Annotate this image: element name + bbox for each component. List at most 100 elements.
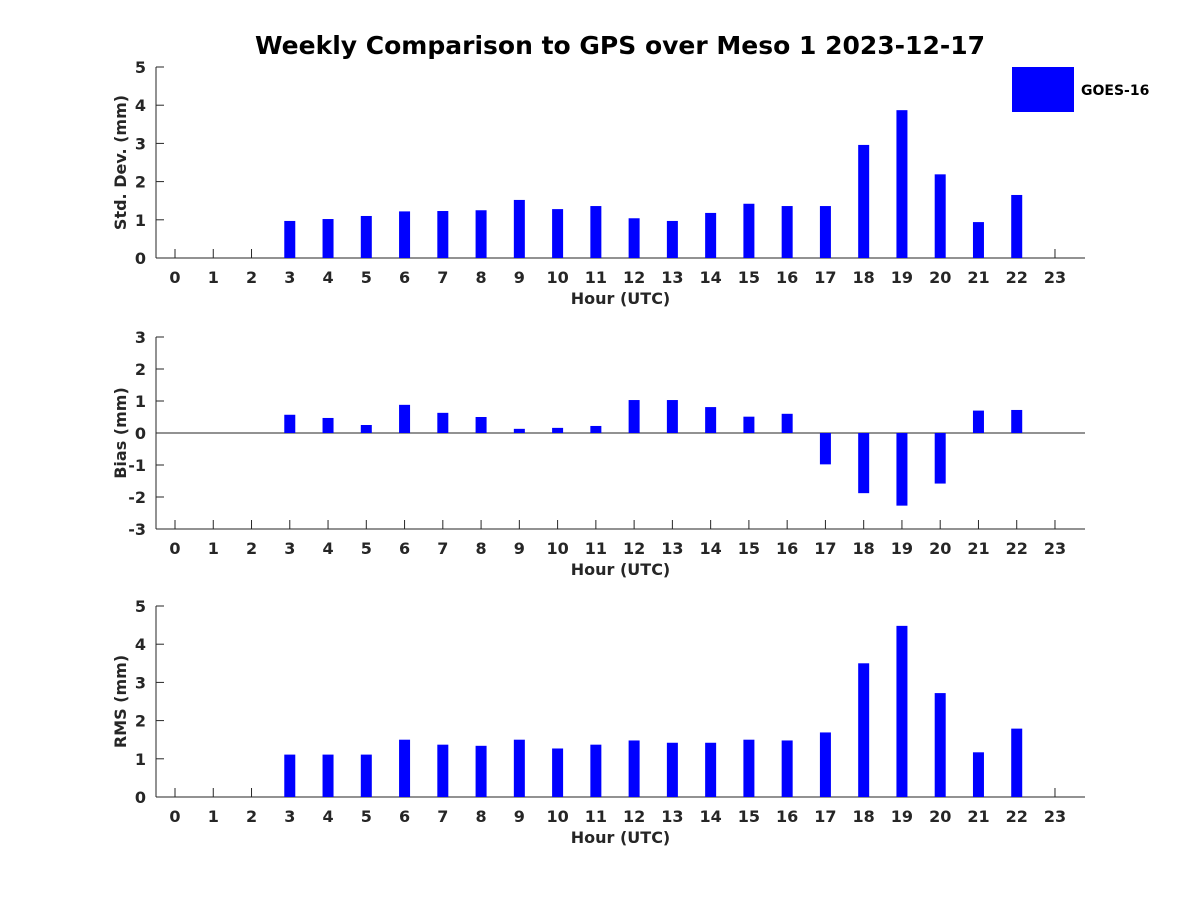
stddev-bar-hour-7 — [437, 211, 449, 258]
bias-bar-hour-21 — [972, 410, 984, 433]
rms-xtick-label: 12 — [623, 807, 645, 826]
rms-xtick-label: 15 — [738, 807, 760, 826]
stddev-xtick-label: 4 — [322, 268, 333, 287]
bias-xtick-label: 22 — [1006, 539, 1028, 558]
stddev-x-axis-label: Hour (UTC) — [571, 289, 671, 308]
stddev-bar-hour-10 — [552, 209, 564, 258]
bias-bar-hour-16 — [781, 413, 793, 433]
rms-bar-hour-9 — [513, 739, 525, 797]
bias-xtick-label: 17 — [814, 539, 836, 558]
stddev-xtick-label: 20 — [929, 268, 951, 287]
stddev-xtick-label: 6 — [399, 268, 410, 287]
bias-bar-hour-18 — [858, 433, 870, 494]
bias-bar-hour-19 — [896, 433, 908, 506]
stddev-xtick-label: 3 — [284, 268, 295, 287]
rms-bar-hour-13 — [666, 742, 678, 797]
bias-xtick-label: 11 — [585, 539, 607, 558]
stddev-bar-hour-13 — [666, 220, 678, 258]
bias-xtick-label: 10 — [546, 539, 568, 558]
bias-ytick-label: -1 — [128, 456, 146, 475]
bias-xtick-label: 5 — [361, 539, 372, 558]
bias-bar-hour-17 — [819, 433, 831, 465]
rms-bar-hour-20 — [934, 693, 946, 797]
bias-xtick-label: 15 — [738, 539, 760, 558]
stddev-bar-hour-15 — [743, 203, 755, 258]
stddev-xtick-label: 19 — [891, 268, 913, 287]
stddev-xtick-label: 21 — [967, 268, 989, 287]
stddev-xtick-label: 0 — [169, 268, 180, 287]
bias-xtick-label: 23 — [1044, 539, 1066, 558]
rms-bar-hour-10 — [552, 748, 564, 797]
stddev-bar-hour-11 — [590, 206, 602, 258]
rms-bar-hour-17 — [819, 732, 831, 797]
stddev-bar-hour-8 — [475, 210, 487, 258]
rms-bar-hour-5 — [360, 754, 372, 797]
stddev-ytick-label: 2 — [135, 173, 146, 192]
stddev-bar-hour-9 — [513, 199, 525, 258]
rms-bar-hour-15 — [743, 739, 755, 797]
stddev-xtick-label: 1 — [208, 268, 219, 287]
bias-bar-hour-10 — [552, 427, 564, 433]
bias-ytick-label: 0 — [135, 424, 146, 443]
stddev-xtick-label: 12 — [623, 268, 645, 287]
rms-xtick-label: 17 — [814, 807, 836, 826]
stddev-ytick-label: 3 — [135, 134, 146, 153]
legend-label-goes16: GOES-16 — [1081, 83, 1149, 99]
stddev-xtick-label: 16 — [776, 268, 798, 287]
bias-x-axis-label: Hour (UTC) — [571, 560, 671, 579]
rms-xtick-label: 6 — [399, 807, 410, 826]
stddev-xtick-label: 15 — [738, 268, 760, 287]
rms-xtick-label: 11 — [585, 807, 607, 826]
bias-bar-hour-20 — [934, 433, 946, 484]
stddev-bar-hour-19 — [896, 110, 908, 258]
bias-xtick-label: 19 — [891, 539, 913, 558]
stddev-xtick-label: 2 — [246, 268, 257, 287]
rms-bar-hour-3 — [284, 754, 296, 797]
stddev-bar-hour-14 — [705, 212, 717, 258]
rms-xtick-label: 1 — [208, 807, 219, 826]
bias-xtick-label: 2 — [246, 539, 257, 558]
bias-ytick-label: -2 — [128, 488, 146, 507]
rms-xtick-label: 19 — [891, 807, 913, 826]
bias-xtick-label: 7 — [437, 539, 448, 558]
stddev-xtick-label: 14 — [700, 268, 722, 287]
stddev-y-axis-label: Std. Dev. (mm) — [111, 95, 130, 230]
rms-xtick-label: 21 — [967, 807, 989, 826]
rms-bar-hour-6 — [399, 739, 411, 797]
stddev-xtick-label: 23 — [1044, 268, 1066, 287]
stddev-xtick-label: 17 — [814, 268, 836, 287]
stddev-xtick-label: 9 — [514, 268, 525, 287]
stddev-ytick-label: 5 — [135, 58, 146, 77]
rms-xtick-label: 13 — [661, 807, 683, 826]
bias-bar-hour-13 — [666, 400, 678, 433]
bias-ytick-label: 2 — [135, 360, 146, 379]
bias-xtick-label: 16 — [776, 539, 798, 558]
rms-bar-hour-21 — [972, 752, 984, 797]
rms-xtick-label: 9 — [514, 807, 525, 826]
bias-xtick-label: 18 — [853, 539, 875, 558]
rms-xtick-label: 14 — [700, 807, 722, 826]
bias-xtick-label: 4 — [322, 539, 333, 558]
bias-bar-hour-8 — [475, 417, 487, 433]
bias-bar-hour-14 — [705, 407, 717, 433]
stddev-xtick-label: 11 — [585, 268, 607, 287]
rms-xtick-label: 23 — [1044, 807, 1066, 826]
rms-xtick-label: 16 — [776, 807, 798, 826]
stddev-bar-hour-18 — [858, 144, 870, 258]
rms-bar-hour-19 — [896, 625, 908, 797]
bias-bar-hour-3 — [284, 414, 296, 433]
rms-bar-hour-22 — [1011, 728, 1023, 797]
rms-ytick-label: 2 — [135, 712, 146, 731]
bias-bar-hour-7 — [437, 412, 449, 433]
bias-bar-hour-11 — [590, 425, 602, 433]
rms-ytick-label: 0 — [135, 788, 146, 807]
rms-y-axis-label: RMS (mm) — [111, 655, 130, 748]
bias-xtick-label: 14 — [700, 539, 722, 558]
rms-xtick-label: 0 — [169, 807, 180, 826]
rms-xtick-label: 20 — [929, 807, 951, 826]
stddev-bar-hour-4 — [322, 219, 334, 258]
bias-bar-hour-12 — [628, 400, 640, 433]
stddev-xtick-label: 22 — [1006, 268, 1028, 287]
